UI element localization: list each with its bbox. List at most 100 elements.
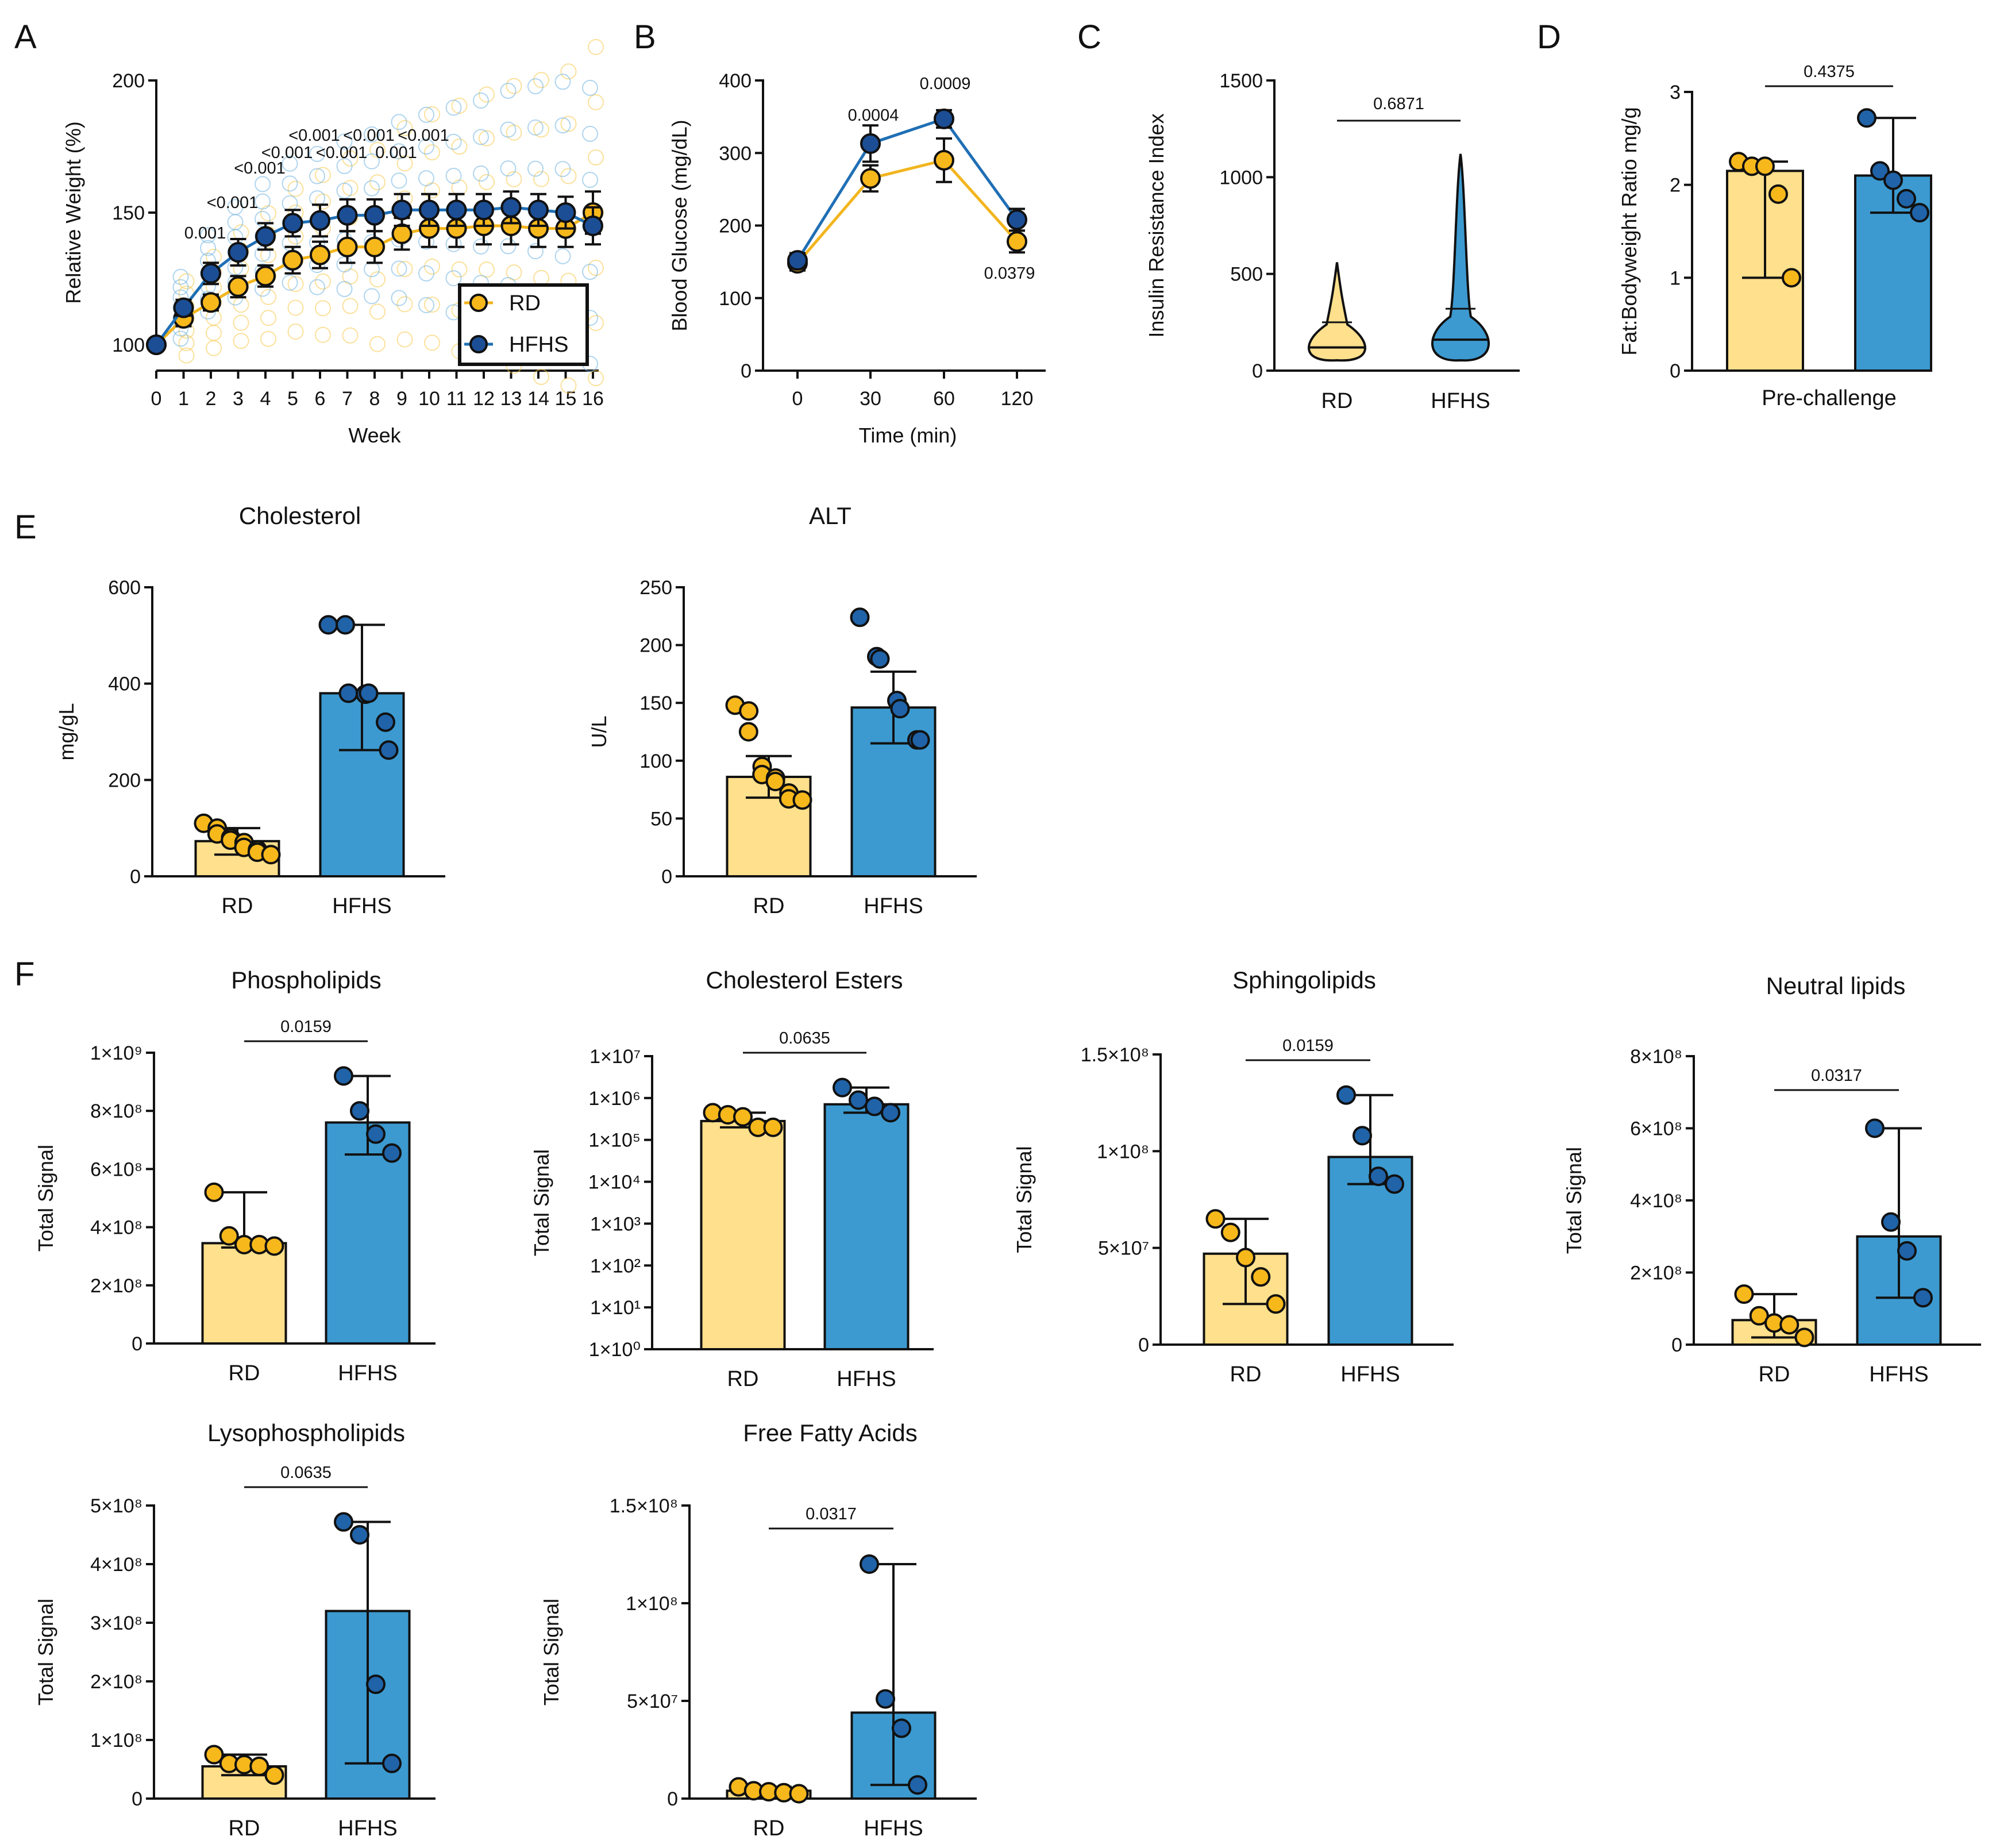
individual-ring [418,106,434,123]
y-axis-label: Total Signal [1012,1146,1036,1253]
y-tick-label: 0 [132,1788,142,1810]
individual-ring [424,258,440,275]
chart-insulin-resistance: 0 500 1000 1500 Insulin Resistance Index RD HF… [1145,70,1520,413]
data-point [249,1756,269,1776]
y-tick-label: 2 [1670,175,1681,197]
individual-ring [582,125,598,142]
data-point [1794,1327,1814,1348]
individual-ring [473,92,489,109]
data-point [765,772,785,792]
x-tick-label: 60 [933,388,955,410]
y-tick-label: 5×10⁷ [627,1691,678,1712]
individual-ring [424,297,440,313]
y-tick-label: 1.5×10⁸ [610,1495,678,1517]
y-tick-label: 0 [667,1788,678,1810]
data-point [849,1090,868,1110]
individual-ring [396,120,413,136]
individual-ring [172,330,189,347]
x-category-label: HFHS [338,1361,397,1385]
y-tick-label: 400 [108,673,141,695]
data-point [1251,1267,1271,1287]
data-point [366,1124,386,1144]
legend-marker [469,335,488,353]
mean-point [310,210,330,231]
individual-ring [588,38,604,55]
x-category-label: RD [1759,1362,1790,1387]
legend-label: HFHS [509,333,568,357]
chart-title: Cholesterol Esters [706,967,903,994]
individual-ring [418,138,434,155]
mean-point [583,215,603,236]
mean-point [228,276,249,297]
y-tick-label: 200 [639,635,672,657]
chart-cholesterol-esters: Cholesterol Esters 1×10⁰ 1×10¹ 1×10² 1×10³ 1×… [530,967,934,1391]
individual-ring [178,273,195,290]
individual-ring [282,175,298,192]
individual-ring [391,143,407,160]
individual-ring [369,303,386,320]
individual-ring [315,193,331,210]
mean-point [201,292,221,313]
y-tick-label: 100 [112,334,145,356]
individual-ring [554,74,571,90]
y-tick-label: 0 [741,360,752,382]
individual-ring [533,270,549,286]
individual-ring [233,314,249,331]
y-tick-label: 1000 [1219,167,1263,188]
y-tick-label: 8×10⁸ [1630,1046,1682,1068]
individual-ring [451,179,468,196]
y-tick-label: 1×10⁷ [589,1046,641,1068]
y-tick-label: 3 [1670,82,1681,103]
data-point [910,730,930,750]
y-axis-label: U/L [587,715,611,748]
x-category-label: HFHS [837,1367,896,1391]
individual-ring [479,130,495,147]
individual-ring [424,334,440,351]
bar-hfhs [823,1103,910,1351]
individual-ring [227,199,244,215]
data-point [336,615,355,635]
p-value-label: 0.0635 [280,1464,332,1482]
x-category-label: RD [1230,1362,1262,1387]
data-point [860,1554,879,1574]
y-tick-label: 1500 [1219,70,1263,92]
individual-ring [424,106,440,122]
series-line-hfhs [796,117,1019,261]
mean-point [337,205,358,226]
y-tick-label: 2×10⁸ [1630,1262,1682,1284]
panel-letter-e: E [14,509,37,546]
chart-lysophospholipids: Lysophospholipids 0 1×10⁸ 2×10⁸ 3×10⁸ 4×10⁸ 5×… [34,1419,436,1841]
individual-ring [588,149,604,165]
data-point [890,699,910,719]
individual-ring [336,182,353,199]
p-value-label: <0.001 [398,126,449,145]
individual-ring [200,227,216,244]
mean-point [787,250,808,271]
data-point [1857,108,1876,128]
p-value-label: 0.0379 [984,264,1035,283]
data-point [733,1107,753,1127]
mean-point [528,199,549,221]
individual-ring [500,238,517,255]
x-category-label: HFHS [864,894,923,918]
individual-ring [260,288,276,305]
y-tick-label: 150 [639,692,672,714]
y-axis-label: mg/gL [55,703,78,760]
individual-ring [391,290,407,306]
individual-ring [260,310,276,326]
individual-ring [315,300,331,317]
individual-ring [206,325,222,341]
chart-title: Sphingolipids [1232,967,1376,994]
individual-ring [445,133,462,150]
individual-ring [445,168,462,184]
data-point [850,607,870,627]
data-point [870,649,890,669]
data-point [1352,1126,1372,1146]
x-tick-label: 2 [206,388,217,410]
y-axis-label: Total Signal [530,1149,553,1256]
individual-ring [527,119,544,136]
data-point [382,1753,402,1773]
x-tick-label: 16 [582,388,604,410]
y-tick-label: 0 [1671,1334,1682,1356]
